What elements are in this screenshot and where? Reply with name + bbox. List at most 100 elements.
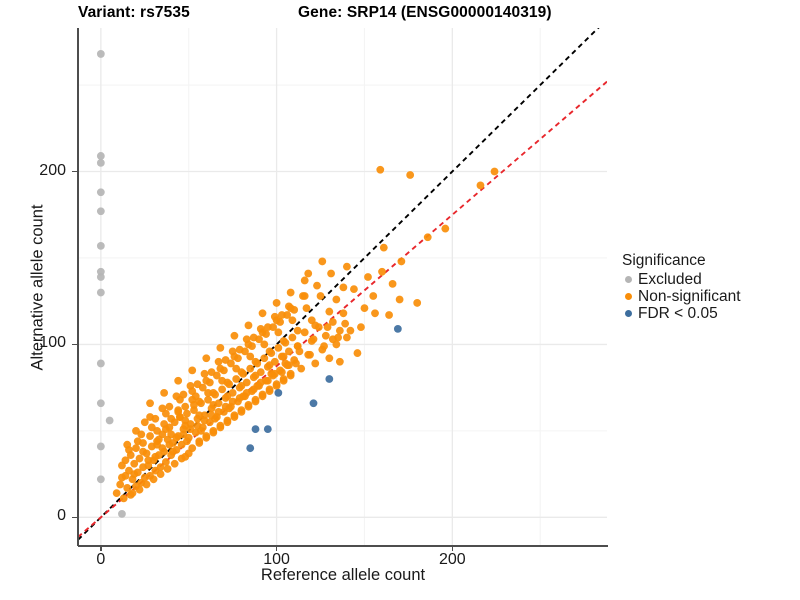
data-point [118, 473, 126, 482]
legend-color-dot [624, 275, 633, 284]
legend-color-dot [624, 309, 633, 318]
data-point [188, 366, 197, 375]
legend-item-excluded[interactable]: Excluded [622, 271, 800, 288]
data-point [216, 343, 225, 352]
data-point [135, 454, 144, 463]
data-point [251, 371, 260, 380]
data-point [160, 388, 169, 397]
data-point [202, 433, 211, 442]
data-point [218, 385, 227, 394]
data-point [230, 352, 239, 361]
data-point [364, 273, 372, 281]
data-point [96, 475, 105, 484]
data-point [137, 430, 146, 439]
data-point [139, 447, 147, 456]
data-point [279, 376, 288, 385]
data-point [123, 440, 132, 449]
data-point [144, 456, 153, 465]
data-point [177, 454, 186, 463]
data-point [321, 331, 330, 340]
data-point [96, 442, 105, 451]
data-point [123, 484, 132, 492]
legend-key [622, 307, 635, 320]
data-point [316, 292, 325, 300]
data-point [441, 224, 450, 233]
data-point [167, 414, 176, 423]
data-point [244, 321, 253, 330]
data-point [490, 167, 499, 176]
data-point [406, 171, 415, 179]
data-point [246, 364, 255, 373]
data-point [328, 318, 337, 326]
data-point [161, 409, 170, 418]
data-point [376, 165, 385, 174]
legend-item-label: Non-significant [638, 288, 741, 305]
data-point [119, 494, 128, 503]
data-point [223, 392, 232, 401]
y-axis-title: Alternative allele count [28, 204, 47, 371]
data-point [156, 463, 165, 472]
data-point [214, 357, 223, 366]
legend-item-non-significant[interactable]: Non-significant [622, 288, 800, 305]
data-point [170, 459, 179, 468]
data-point [228, 397, 237, 406]
data-point [325, 375, 334, 383]
data-point [242, 388, 251, 397]
data-point [158, 444, 167, 453]
data-point [174, 376, 183, 385]
data-point [204, 388, 212, 397]
data-point [176, 413, 184, 421]
data-point [246, 444, 255, 453]
data-point [200, 369, 209, 378]
data-point [209, 428, 218, 437]
data-point [246, 352, 255, 361]
data-point [195, 439, 204, 447]
reference-lines [78, 28, 607, 541]
data-point [161, 425, 170, 434]
data-point [256, 378, 265, 387]
data-point [274, 388, 283, 397]
data-point [214, 407, 223, 416]
data-point [328, 335, 337, 344]
data-point [183, 409, 191, 418]
data-point [325, 307, 334, 316]
data-point [118, 509, 126, 518]
gene-title: Gene: SRP14 (ENSG00000140319) [298, 4, 552, 21]
data-point [146, 399, 154, 408]
data-point [274, 343, 283, 352]
series-excluded [96, 50, 126, 518]
y-tick-label: 200 [39, 161, 66, 179]
data-point [186, 425, 195, 434]
plot-canvas [78, 28, 607, 545]
legend-item-fdr-0-05[interactable]: FDR < 0.05 [622, 305, 800, 322]
x-tick-label: 100 [263, 551, 290, 568]
data-point [244, 340, 253, 349]
data-point [251, 425, 260, 434]
legend: Significance Excluded Non-significant FDR … [622, 252, 800, 322]
data-point [339, 309, 348, 318]
data-point [188, 387, 197, 396]
data-point [302, 304, 311, 313]
data-point [174, 406, 183, 415]
data-point [183, 437, 191, 446]
data-point [130, 459, 139, 468]
data-point [244, 402, 253, 411]
data-point [265, 347, 274, 356]
data-point [207, 368, 216, 376]
data-point [169, 447, 177, 456]
data-point [96, 399, 105, 408]
data-point [385, 311, 393, 319]
data-point [393, 324, 402, 333]
data-point [476, 181, 485, 190]
data-point [265, 387, 274, 396]
variant-title: Variant: rs7535 [78, 4, 190, 21]
data-point [135, 485, 144, 494]
data-point [149, 475, 158, 484]
data-point [263, 376, 272, 385]
data-point [96, 288, 105, 297]
data-point [130, 470, 139, 479]
data-point [126, 451, 135, 459]
data-point [216, 423, 225, 432]
data-point [300, 292, 309, 300]
reference-line-identity [78, 28, 600, 541]
